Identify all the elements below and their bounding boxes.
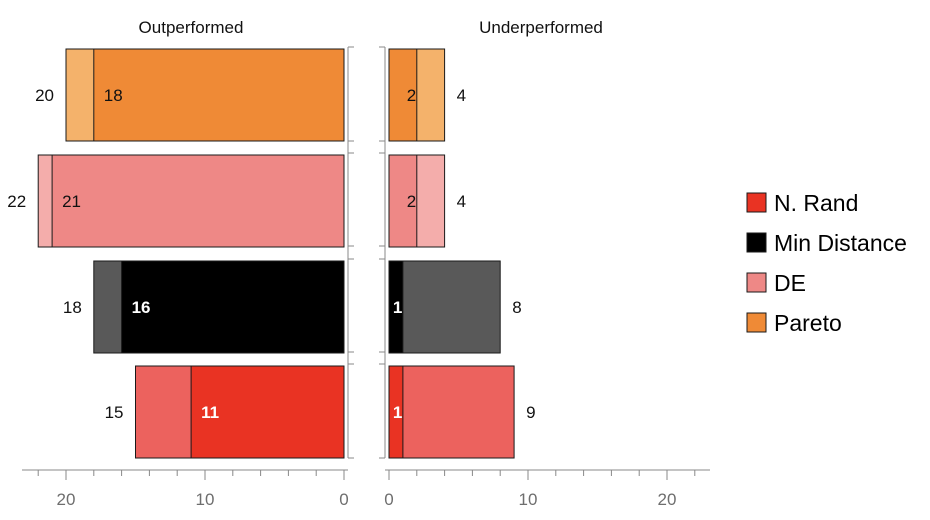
chart-legend: N. Rand Min Distance DE Pareto <box>746 190 907 336</box>
bar-inner-outperformed-2 <box>121 260 345 354</box>
bar-label-inner-underperformed-2: 1 <box>393 298 402 317</box>
bar-label-inner-outperformed-0: 18 <box>104 86 123 105</box>
legend-swatch-1 <box>746 232 767 253</box>
bar-label-outer-underperformed-1: 4 <box>457 192 466 211</box>
bar-inner-underperformed-2 <box>388 260 404 354</box>
bar-inner-underperformed-0 <box>388 48 418 142</box>
bar-label-outer-outperformed-0: 20 <box>35 86 54 105</box>
bar-label-outer-outperformed-2: 18 <box>63 298 82 317</box>
bar-label-inner-outperformed-1: 21 <box>62 192 81 211</box>
bar-label-outer-outperformed-3: 15 <box>105 403 124 422</box>
bar-inner-outperformed-0 <box>93 48 345 142</box>
legend-label-0: N. Rand <box>774 190 858 216</box>
bar-label-outer-outperformed-1: 22 <box>7 192 26 211</box>
bar-label-inner-underperformed-3: 1 <box>393 403 402 422</box>
bar-label-inner-outperformed-3: 11 <box>201 403 219 422</box>
legend-swatch-0 <box>746 192 767 213</box>
bar-inner-outperformed-1 <box>51 154 345 248</box>
legend-swatch-3 <box>746 312 767 333</box>
bar-label-outer-underperformed-0: 4 <box>457 86 466 105</box>
bar-inner-underperformed-3 <box>388 365 404 459</box>
x-tick-label-outperformed: 0 <box>339 490 348 509</box>
legend-swatch-2 <box>746 272 767 293</box>
bar-label-outer-underperformed-2: 8 <box>512 298 521 317</box>
x-tick-label-outperformed: 20 <box>57 490 76 509</box>
panel-title-outperformed: Outperformed <box>139 18 244 37</box>
bar-label-inner-underperformed-0: 2 <box>407 86 416 105</box>
legend-label-1: Min Distance <box>774 230 907 256</box>
bar-outer-underperformed-3 <box>388 365 515 459</box>
legend-label-2: DE <box>774 270 806 296</box>
legend-label-3: Pareto <box>774 310 842 336</box>
bar-label-inner-outperformed-2: 16 <box>132 298 151 317</box>
x-tick-label-underperformed: 10 <box>519 490 538 509</box>
bar-label-inner-underperformed-1: 2 <box>407 192 416 211</box>
x-tick-label-outperformed: 10 <box>196 490 215 509</box>
bar-inner-outperformed-3 <box>190 365 345 459</box>
bar-label-outer-underperformed-3: 9 <box>526 403 535 422</box>
x-tick-label-underperformed: 0 <box>384 490 393 509</box>
panel-title-underperformed: Underperformed <box>479 18 603 37</box>
bar-inner-underperformed-1 <box>388 154 418 248</box>
x-tick-label-underperformed: 20 <box>658 490 677 509</box>
bar-outer-underperformed-2 <box>388 260 501 354</box>
